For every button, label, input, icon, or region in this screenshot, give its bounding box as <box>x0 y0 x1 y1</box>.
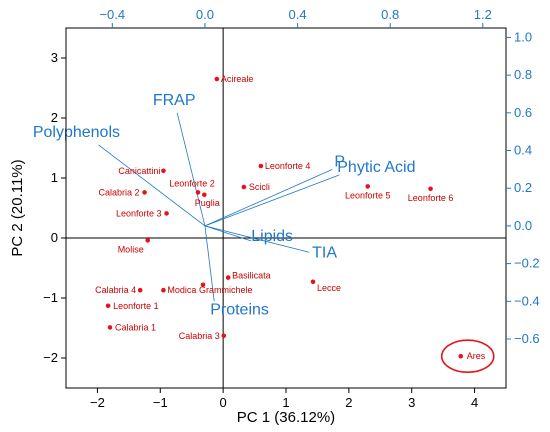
score-point <box>241 184 247 190</box>
loading-label: Lipids <box>251 228 293 245</box>
y-axis-title: PC 2 (20.11%) <box>9 159 26 256</box>
loading-label: Phytic Acid <box>337 159 415 176</box>
x-tick-label: −2 <box>90 395 105 410</box>
y-tick-label: 1 <box>51 170 58 185</box>
y-tick-label: 0 <box>51 230 58 245</box>
axis-ticks: −2 −1 0 1 2 3 4 −2 −1 0 1 2 3 −0.4 0.0 0.4 0.8 1.2 −0.6 −0.… <box>43 7 540 410</box>
right-tick-label: 1.0 <box>514 29 532 44</box>
top-tick-label: 0.0 <box>196 7 214 22</box>
x-tick-label: 1 <box>282 395 289 410</box>
score-label: Puglia <box>195 198 220 208</box>
score-label: Modica <box>167 285 196 295</box>
score-label: Leonforte 1 <box>113 301 159 311</box>
top-tick-label: −0.4 <box>99 7 125 22</box>
score-label: Leonforte 2 <box>169 178 215 188</box>
score-label: Calabria 4 <box>95 285 136 295</box>
score-label: Acireale <box>221 74 254 84</box>
score-point <box>214 76 220 82</box>
score-label: Calabria 2 <box>99 187 140 197</box>
y-tick-label: −1 <box>43 290 58 305</box>
score-point <box>200 282 206 288</box>
loading-vector <box>98 144 206 227</box>
right-tick-label: −0.6 <box>514 331 540 346</box>
right-tick-label: 0.2 <box>514 180 532 195</box>
score-label: Molise <box>118 244 144 254</box>
y-tick-label: 2 <box>51 110 58 125</box>
score-point <box>225 275 231 280</box>
loading-vector <box>204 225 215 302</box>
right-tick-label: 0.0 <box>514 218 532 233</box>
x-tick-label: 3 <box>408 395 415 410</box>
score-point <box>105 303 111 309</box>
loading-label: Proteins <box>210 301 269 318</box>
right-tick-label: 0.4 <box>514 143 532 158</box>
score-point <box>258 163 264 169</box>
score-point <box>221 333 227 339</box>
score-label: Basilicata <box>232 271 271 281</box>
score-label: Leonforte 4 <box>265 161 311 171</box>
loading-label: TIA <box>312 244 337 261</box>
loading-label: FRAP <box>153 92 196 109</box>
score-point <box>201 192 207 198</box>
score-points: Acireale Leonforte 4 Scicli Canicattini Leon… <box>95 74 495 374</box>
score-point <box>145 238 151 243</box>
loading-label: P <box>334 153 345 170</box>
loading-label: Polyphenols <box>33 124 120 141</box>
right-tick-label: 0.8 <box>514 67 532 82</box>
y-tick-label: 3 <box>51 50 58 65</box>
score-point <box>458 353 464 359</box>
score-point <box>161 287 166 293</box>
top-tick-label: 0.8 <box>381 7 399 22</box>
top-tick-label: 1.2 <box>474 7 492 22</box>
score-label: Leonforte 5 <box>345 190 391 200</box>
top-tick-label: 0.4 <box>289 7 307 22</box>
score-point <box>164 211 169 216</box>
score-label: Leonforte 6 <box>408 193 454 203</box>
score-label: Scicli <box>249 182 270 192</box>
score-point <box>161 168 166 174</box>
x-tick-label: 2 <box>345 395 352 410</box>
right-tick-label: −0.4 <box>514 293 540 308</box>
loading-vector <box>204 174 340 227</box>
score-point <box>365 184 371 189</box>
zero-lines <box>66 28 506 388</box>
score-label: Grammichele <box>199 285 253 295</box>
score-label: Ares <box>467 351 486 361</box>
x-tick-label: −1 <box>153 395 168 410</box>
score-label: Leonforte 3 <box>116 208 162 218</box>
score-point <box>195 190 201 195</box>
x-axis-title: PC 1 (36.12%) <box>237 409 335 426</box>
score-point <box>142 190 147 195</box>
right-tick-label: 0.6 <box>514 105 532 120</box>
x-tick-label: 0 <box>220 395 227 410</box>
score-label: Lecce <box>317 283 341 293</box>
right-tick-label: −0.2 <box>514 256 540 271</box>
score-point <box>310 279 316 285</box>
score-point <box>107 325 113 330</box>
score-label: Canicattini <box>118 166 160 176</box>
loading-vector <box>204 168 333 227</box>
y-tick-label: −2 <box>43 350 58 365</box>
loading-vector <box>176 112 206 227</box>
loading-vector <box>204 225 252 242</box>
loading-vector <box>204 225 310 253</box>
highlight-ellipse <box>440 339 495 374</box>
score-label: Calabria 3 <box>179 331 220 341</box>
score-point <box>428 186 433 192</box>
score-point <box>137 287 143 293</box>
x-tick-label: 4 <box>471 395 478 410</box>
score-label: Calabria 1 <box>115 322 156 332</box>
